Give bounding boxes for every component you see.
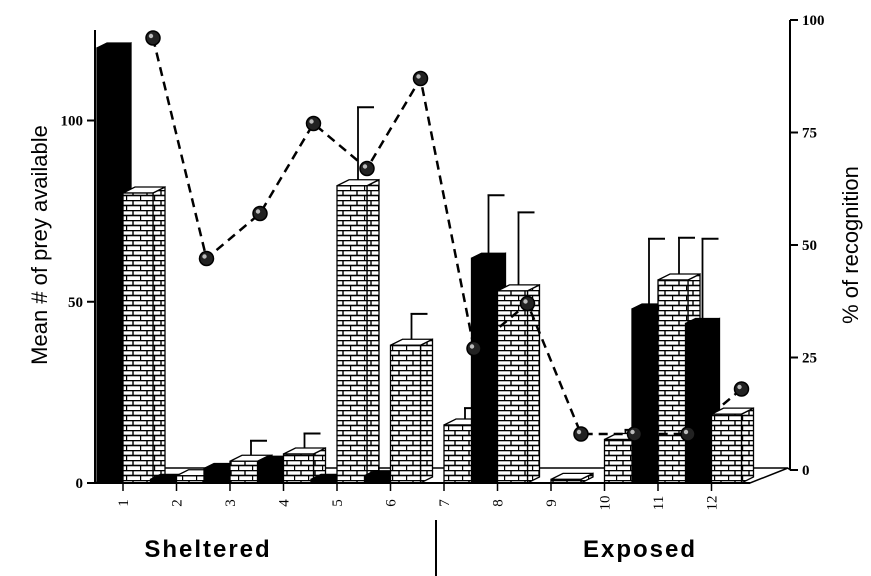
recognition-point-10 <box>626 426 643 442</box>
recognition-point-5 <box>359 160 375 177</box>
category-label-3: 3 <box>223 499 239 507</box>
error-bar-brick-6 <box>410 312 428 340</box>
bar-brick-4 <box>282 446 327 485</box>
recognition-point-7 <box>466 340 482 357</box>
left-tick-label-100: 100 <box>61 114 84 130</box>
recognition-point-3 <box>252 205 268 222</box>
bar-brick-12 <box>710 407 755 485</box>
error-bar-solid-12 <box>701 237 719 319</box>
recognition-point-8 <box>519 295 536 312</box>
group-label-exposed: Exposed <box>583 536 697 563</box>
bar-brick-5 <box>336 178 380 485</box>
category-label-4: 4 <box>277 499 293 507</box>
recognition-point-6 <box>412 70 429 87</box>
right-tick-label-100: 100 <box>802 13 825 29</box>
recognition-point-1 <box>145 30 161 46</box>
recognition-point-12 <box>733 381 750 397</box>
category-label-1: 1 <box>116 499 132 507</box>
recognition-point-9 <box>573 426 589 442</box>
category-label-2: 2 <box>170 499 186 507</box>
recognition-line-layer <box>145 30 750 442</box>
category-label-6: 6 <box>384 499 400 507</box>
category-label-9: 9 <box>544 499 560 507</box>
category-label-12: 12 <box>705 496 721 511</box>
right-tick-label-0: 0 <box>802 463 810 479</box>
error-bar-solid-11 <box>648 237 665 304</box>
error-bar-brick-3 <box>250 439 267 456</box>
error-bar-brick-8 <box>517 211 535 285</box>
error-bar-brick-5 <box>357 106 374 180</box>
category-labels: 1 2 3 4 5 6 7 8 9 10 11 12 <box>116 483 721 511</box>
error-bar-brick-4 <box>303 432 321 448</box>
bar-brick-9 <box>550 472 594 485</box>
right-tick-label-25: 25 <box>802 351 817 367</box>
recognition-point-4 <box>305 115 322 132</box>
y2-axis-label: % of recognition <box>838 166 863 324</box>
error-bar-brick-11 <box>678 236 695 274</box>
recognition-line <box>151 37 743 436</box>
bar-brick-1 <box>122 185 166 485</box>
bar-brick-6 <box>389 338 434 485</box>
category-label-10: 10 <box>598 496 614 511</box>
right-tick-label-50: 50 <box>802 238 817 254</box>
category-label-11: 11 <box>651 496 667 510</box>
right-tick-label-75: 75 <box>802 126 817 142</box>
error-bar-solid-8 <box>487 194 505 254</box>
right-axis-base <box>787 467 791 471</box>
recognition-point-2 <box>198 250 215 267</box>
left-axis-ticks: 0 50 100 <box>61 114 95 492</box>
category-label-5: 5 <box>330 499 346 507</box>
group-label-sheltered: Sheltered <box>144 536 271 563</box>
right-axis-ticks: 0 25 50 75 100 <box>790 13 825 479</box>
left-tick-label-0: 0 <box>76 476 84 492</box>
left-tick-label-50: 50 <box>68 295 83 311</box>
category-label-8: 8 <box>491 499 507 507</box>
bars-layer <box>96 41 755 485</box>
category-label-7: 7 <box>437 499 453 507</box>
recognition-point-11 <box>680 426 696 442</box>
y-axis-label: Mean # of prey available <box>27 125 52 365</box>
